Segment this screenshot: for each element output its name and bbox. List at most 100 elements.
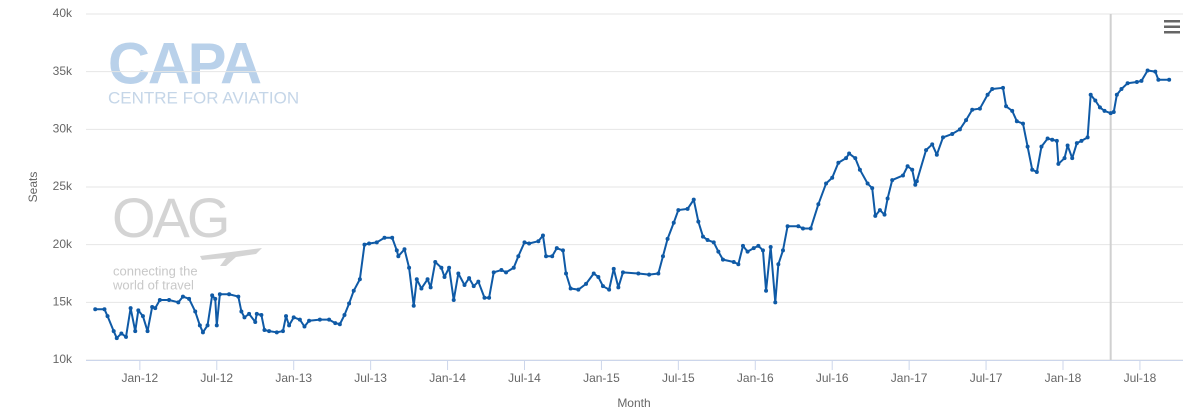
point [362, 242, 367, 247]
point [847, 151, 852, 156]
point [720, 257, 725, 262]
menu-bar [1164, 20, 1180, 23]
point [870, 186, 875, 191]
y-axis-title: Seats [26, 172, 40, 203]
point [374, 240, 379, 245]
point [660, 254, 665, 259]
point [442, 274, 447, 279]
markers [93, 68, 1172, 341]
point [1156, 77, 1161, 82]
point [396, 254, 401, 259]
point [357, 277, 362, 282]
point [504, 270, 509, 275]
point [540, 233, 545, 238]
point [930, 142, 935, 147]
point [964, 118, 969, 123]
point [287, 323, 292, 328]
point [756, 243, 761, 248]
point [914, 179, 919, 184]
point [773, 300, 778, 305]
point [227, 292, 232, 297]
point [433, 259, 438, 264]
point [705, 238, 710, 243]
point [214, 323, 219, 328]
y-tick-label: 30k [53, 122, 73, 136]
point [150, 304, 155, 309]
point [536, 239, 541, 244]
capa-logo: CAPA [108, 31, 261, 96]
point [764, 288, 769, 293]
point [1088, 92, 1093, 97]
point [776, 262, 781, 267]
oag-logo: OAG [112, 186, 227, 249]
point [584, 281, 589, 286]
point [745, 249, 750, 254]
x-axis-title: Month [617, 396, 650, 410]
point [1085, 135, 1090, 140]
y-tick-label: 15k [53, 295, 73, 309]
point [1045, 136, 1050, 141]
point [1119, 86, 1124, 91]
point [482, 295, 487, 300]
point [1145, 68, 1150, 73]
point [153, 306, 158, 311]
point [93, 307, 98, 312]
oag-tagline: world of travel [112, 277, 194, 292]
point [105, 314, 110, 319]
point [1102, 108, 1107, 113]
point [522, 240, 527, 245]
point [491, 270, 496, 275]
point [890, 178, 895, 183]
point [419, 286, 424, 291]
x-tick-label: Jan-14 [429, 371, 466, 385]
menu-bar [1164, 25, 1180, 28]
point [291, 315, 296, 320]
point [616, 285, 621, 290]
point [950, 131, 955, 136]
point [242, 315, 247, 320]
point [560, 248, 565, 253]
point [691, 197, 696, 202]
menu-button[interactable] [1162, 18, 1182, 36]
point [145, 329, 150, 334]
point [1010, 108, 1015, 113]
point [882, 212, 887, 217]
point [476, 279, 481, 284]
point [297, 317, 302, 322]
point [187, 296, 192, 301]
point [877, 208, 882, 213]
point [564, 271, 569, 276]
point [254, 311, 259, 316]
point [390, 235, 395, 240]
watermark-capa: CAPA CENTRE FOR AVIATION [108, 31, 299, 107]
point [957, 127, 962, 132]
point [176, 300, 181, 305]
point [685, 206, 690, 211]
point [671, 220, 676, 225]
point [676, 208, 681, 213]
point [934, 152, 939, 157]
point [327, 317, 332, 322]
point [647, 272, 652, 277]
point [596, 274, 601, 279]
point [1039, 144, 1044, 149]
point [696, 219, 701, 224]
y-tick-label: 10k [53, 352, 73, 366]
point [865, 181, 870, 186]
x-tick-label: Jul-14 [508, 371, 541, 385]
point [576, 287, 581, 292]
point [1139, 78, 1144, 83]
point [367, 241, 372, 246]
point [910, 167, 915, 172]
point [511, 265, 516, 270]
point [317, 317, 322, 322]
capa-subtitle: CENTRE FOR AVIATION [108, 88, 299, 107]
point [157, 298, 162, 303]
y-tick-label: 25k [53, 179, 73, 193]
point [554, 246, 559, 251]
point [1111, 110, 1116, 115]
point [128, 306, 133, 311]
point [197, 323, 202, 328]
point [347, 301, 352, 306]
